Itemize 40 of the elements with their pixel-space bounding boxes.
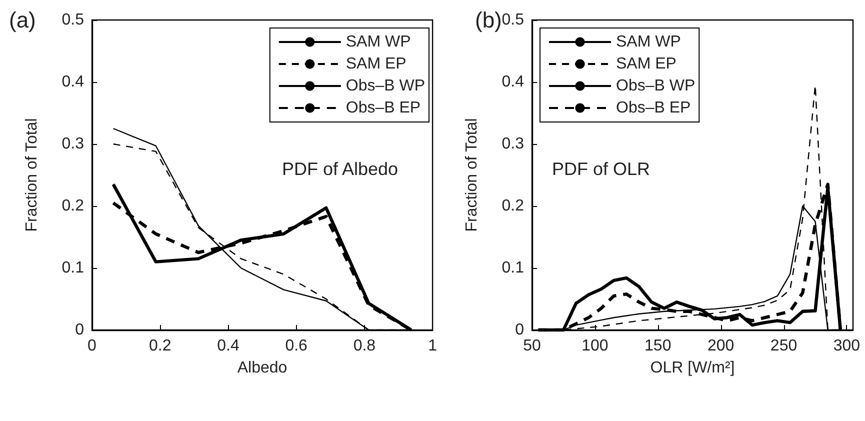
y-axis-title: Fraction of Total [464, 118, 480, 232]
legend-label: SAM WP [346, 34, 411, 50]
y-tick-label: 0.3 [62, 136, 84, 152]
y-axis-title: Fraction of Total [24, 118, 40, 232]
x-tick-label: 300 [833, 338, 860, 354]
x-tick-label: 0.2 [148, 338, 172, 354]
y-tick-label: 0.4 [62, 74, 84, 90]
annotation: PDF of Albedo [282, 159, 398, 179]
x-axis-title: OLR [W/m²] [650, 360, 735, 376]
x-tick-label: 100 [582, 338, 608, 354]
x-tick-label: 200 [707, 338, 734, 354]
x-tick-label: 0.6 [285, 338, 308, 354]
x-tick-label: 1 [428, 338, 438, 354]
legend-label: Obs–B EP [616, 100, 691, 116]
y-tick-label: 0.5 [502, 12, 524, 28]
legend-label: Obs–B EP [346, 100, 421, 116]
legend-label: SAM WP [616, 34, 681, 50]
legend-label: Obs–B WP [616, 78, 696, 94]
x-tick-label: 250 [770, 338, 798, 354]
x-tick-label: 0.8 [353, 338, 376, 354]
y-tick-label: 0.5 [62, 12, 84, 28]
y-tick-label: 0.2 [62, 198, 84, 214]
legend-label: Obs–B WP [346, 78, 426, 94]
legend-label: SAM EP [616, 56, 676, 72]
y-tick-label: 0.4 [502, 74, 524, 90]
legend-label: SAM EP [346, 56, 406, 72]
x-axis-title: Albedo [237, 360, 288, 376]
x-tick-label: 50 [523, 338, 541, 354]
y-tick-label: 0.1 [502, 260, 524, 276]
y-tick-label: 0.2 [502, 198, 524, 214]
y-tick-label: 0.1 [62, 260, 84, 276]
x-tick-label: 0.4 [217, 338, 240, 354]
x-tick-label: 150 [644, 338, 672, 354]
annotation: PDF of OLR [552, 159, 650, 179]
y-tick-label: 0 [515, 322, 524, 338]
y-tick-label: 0 [75, 322, 84, 338]
chart-title: (a) [9, 8, 36, 32]
chart-title: (b) [475, 8, 502, 32]
y-tick-label: 0.3 [502, 136, 524, 152]
x-tick-label: 0 [88, 338, 97, 354]
